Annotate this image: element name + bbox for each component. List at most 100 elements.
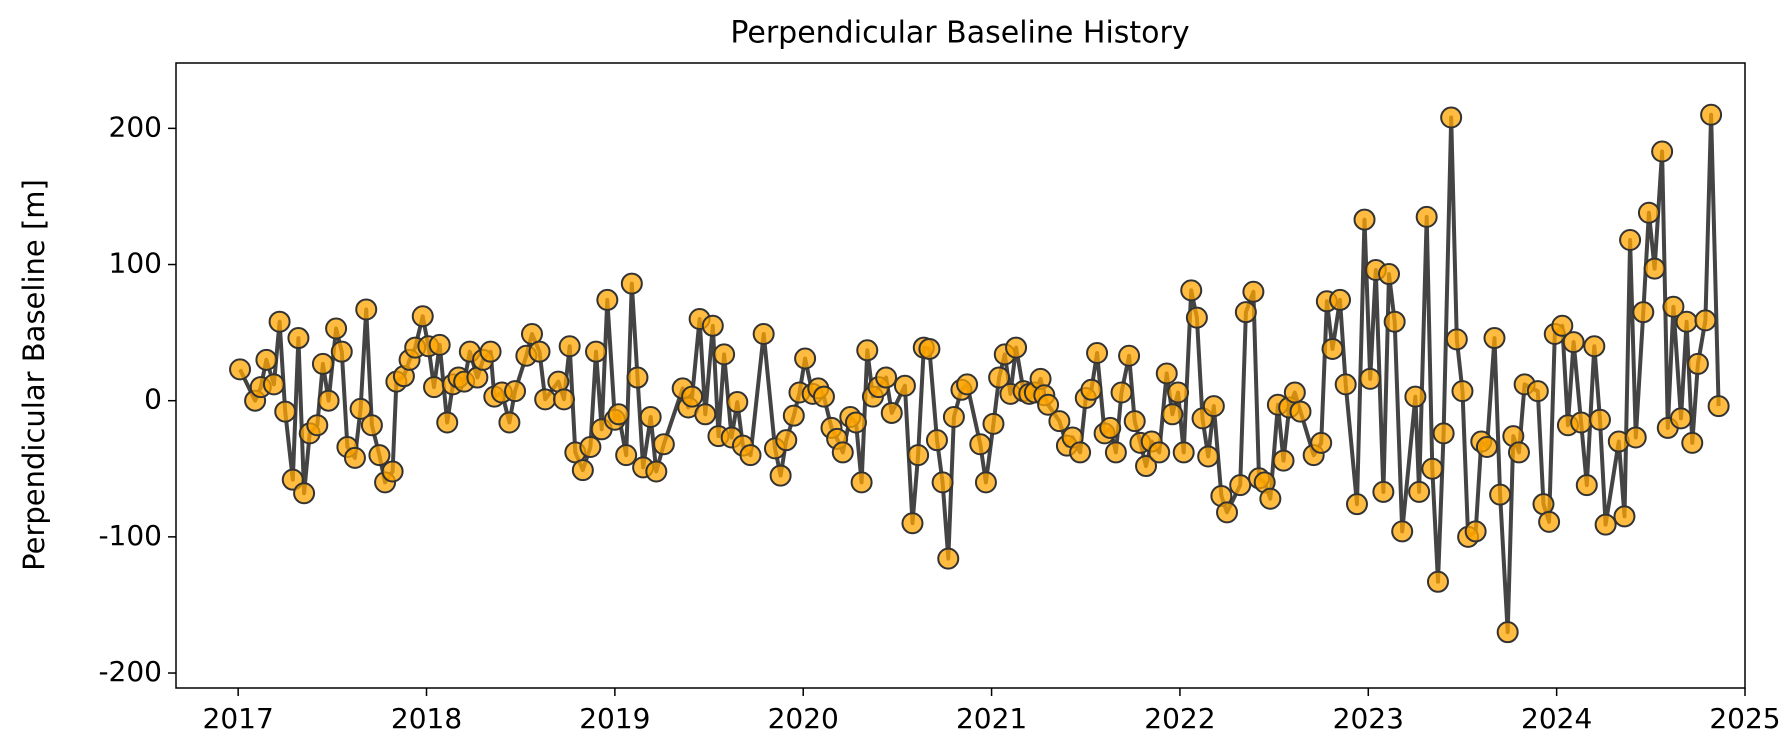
data-point <box>875 366 898 389</box>
data-point <box>571 459 594 482</box>
data-point <box>1619 229 1642 252</box>
data-point <box>1123 410 1146 433</box>
data-point <box>1686 352 1709 375</box>
data-point <box>1707 395 1730 418</box>
data-point <box>585 340 608 363</box>
data-point <box>1216 501 1239 524</box>
data-point <box>229 358 252 381</box>
data-point <box>1005 336 1028 359</box>
data-point <box>1675 310 1698 333</box>
data-point <box>596 288 619 311</box>
data-point <box>831 441 854 464</box>
data-point <box>956 373 979 396</box>
data-point <box>713 343 736 366</box>
data-point <box>681 385 704 408</box>
data-point <box>311 352 334 375</box>
data-point <box>626 366 649 389</box>
data-point <box>1180 279 1203 302</box>
data-point <box>769 464 792 487</box>
data-point <box>856 339 879 362</box>
data-point <box>942 406 965 429</box>
data-point <box>528 340 551 363</box>
data-point <box>423 376 446 399</box>
data-point <box>1404 385 1427 408</box>
data-point <box>558 335 581 358</box>
data-point <box>1526 380 1549 403</box>
data-point <box>1391 520 1414 543</box>
data-point <box>1624 426 1647 449</box>
data-point <box>937 547 960 570</box>
data-point <box>479 340 502 363</box>
x-tick-label: 2017 <box>203 702 274 735</box>
data-point <box>1562 331 1585 354</box>
data-point <box>1104 441 1127 464</box>
data-point <box>436 411 459 434</box>
data-point <box>1135 455 1158 478</box>
data-point <box>1637 201 1660 224</box>
data-point <box>1632 301 1655 324</box>
data-point <box>1440 106 1463 129</box>
data-point <box>1048 410 1071 433</box>
data-point <box>293 482 316 505</box>
data-point <box>1310 431 1333 454</box>
data-point <box>317 389 340 412</box>
data-point <box>306 414 329 437</box>
data-point <box>844 411 867 434</box>
data-point <box>1161 403 1184 426</box>
data-point <box>1172 441 1195 464</box>
data-point <box>982 412 1005 435</box>
data-point <box>1283 381 1306 404</box>
x-tick-label: 2024 <box>1521 702 1592 735</box>
y-tick-label: 100 <box>109 247 162 280</box>
data-point <box>1118 344 1141 367</box>
data-point <box>534 388 557 411</box>
data-point <box>925 429 948 452</box>
data-point <box>1229 474 1252 497</box>
data-point <box>287 327 310 350</box>
data-point <box>607 403 630 426</box>
data-point <box>498 411 521 434</box>
data-point <box>1167 381 1190 404</box>
data-point <box>1321 337 1344 360</box>
data-point <box>1662 295 1685 318</box>
data-point <box>694 403 717 426</box>
data-point <box>579 435 602 458</box>
data-point <box>1148 441 1171 464</box>
data-point <box>1475 435 1498 458</box>
data-point <box>1080 378 1103 401</box>
data-point <box>1185 306 1208 329</box>
data-point <box>1426 570 1449 593</box>
data-point <box>1651 140 1674 163</box>
data-point <box>1694 309 1717 332</box>
data-point <box>812 385 835 408</box>
data-point <box>1643 257 1666 280</box>
data-point <box>1594 513 1617 536</box>
data-point <box>752 322 775 345</box>
x-tick-label: 2019 <box>579 702 650 735</box>
data-point <box>1272 449 1295 472</box>
x-tick-label: 2023 <box>1333 702 1404 735</box>
data-point <box>268 310 291 333</box>
data-point <box>1155 362 1178 385</box>
data-point <box>1583 335 1606 358</box>
data-point <box>1415 205 1438 228</box>
data-point <box>274 400 297 423</box>
data-point <box>1197 445 1220 468</box>
data-point <box>1069 441 1092 464</box>
data-point <box>988 366 1011 389</box>
data-point <box>1507 441 1530 464</box>
data-point <box>893 374 916 397</box>
data-point <box>428 333 451 356</box>
data-point <box>1669 407 1692 430</box>
x-tick-label: 2021 <box>956 702 1027 735</box>
data-point <box>1421 457 1444 480</box>
data-point <box>1259 487 1282 510</box>
data-point <box>775 429 798 452</box>
y-tick-label: 0 <box>144 383 162 416</box>
data-point <box>918 337 941 360</box>
x-tick-label: 2018 <box>391 702 462 735</box>
data-point <box>1359 367 1382 390</box>
data-point <box>969 433 992 456</box>
data-point <box>1037 393 1060 416</box>
data-point <box>639 406 662 429</box>
